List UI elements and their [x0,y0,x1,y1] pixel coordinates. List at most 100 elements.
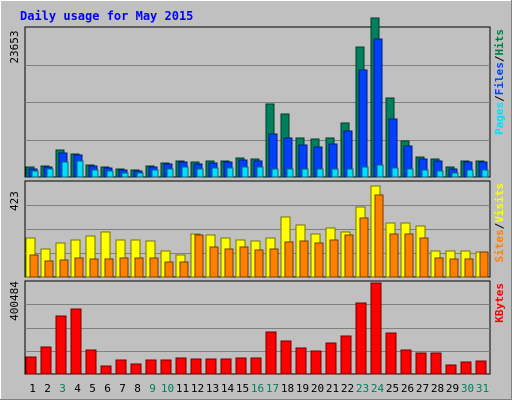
bar-pages-day-25 [391,167,399,178]
day-label-7: 7 [119,382,126,395]
bar-sites-day-24 [374,194,384,278]
bar-kbytes-day-22 [340,335,352,375]
bar-pages-day-12 [196,168,204,178]
legend-kbytes: KBytes [493,283,506,323]
bar-kbytes-day-10 [160,359,172,375]
panel-2: 423 Sites/Visits [8,180,506,278]
day-label-2: 2 [44,382,51,395]
bar-pages-day-7 [121,172,129,178]
bar-kbytes-day-26 [400,349,412,375]
bar-sites-day-21 [329,239,339,278]
bar-sites-day-4 [74,257,84,278]
bar-kbytes-day-21 [325,342,337,375]
bar-sites-day-30 [464,258,474,278]
bar-kbytes-day-5 [85,349,97,375]
bar-kbytes-day-31 [475,360,487,375]
bar-pages-day-13 [211,167,219,178]
bar-kbytes-day-1 [25,356,37,375]
bar-pages-day-22 [346,168,354,178]
bar-kbytes-day-28 [430,352,442,375]
panel-3-legend: KBytes [493,283,506,323]
bar-sites-day-11 [179,261,189,278]
bar-pages-day-1 [31,170,39,178]
day-label-23: 23 [356,382,369,395]
day-label-15: 15 [236,382,249,395]
day-label-14: 14 [221,382,235,395]
bar-pages-day-26 [406,168,414,178]
legend-hits: Hits [493,29,506,56]
bar-pages-day-3 [61,161,69,178]
day-label-8: 8 [134,382,141,395]
bar-pages-day-31 [481,169,489,178]
legend-sites: Sites [493,229,506,262]
day-label-28: 28 [431,382,444,395]
panels-layer: 23653Pages/Files/Hits423Sites/Visits4004… [8,17,506,375]
day-label-24: 24 [371,382,385,395]
bar-kbytes-day-9 [145,359,157,375]
bar-sites-day-25 [389,233,399,278]
bar-pages-day-29 [451,172,459,178]
bar-pages-day-20 [316,168,324,178]
bar-sites-day-20 [314,242,324,278]
bar-sites-day-28 [434,257,444,278]
bar-pages-day-10 [166,168,174,178]
day-label-31: 31 [476,382,489,395]
bar-pages-day-9 [151,169,159,178]
bar-kbytes-day-29 [445,364,457,375]
bar-sites-day-1 [29,254,39,278]
day-label-16: 16 [251,382,264,395]
panel-3-max-label: 400484 [8,281,21,321]
bar-kbytes-day-15 [235,357,247,375]
bar-kbytes-day-20 [310,350,322,375]
legend-separator: / [493,55,506,62]
bar-pages-day-8 [136,172,144,178]
day-label-13: 13 [206,382,219,395]
bar-sites-day-12 [194,234,204,278]
day-label-27: 27 [416,382,429,395]
bar-kbytes-day-6 [100,365,112,375]
bar-kbytes-day-27 [415,352,427,375]
bar-files-day-24 [373,38,383,178]
day-label-4: 4 [74,382,81,395]
day-label-12: 12 [191,382,204,395]
day-label-20: 20 [311,382,324,395]
day-label-3: 3 [59,382,66,395]
day-label-26: 26 [401,382,414,395]
bar-pages-day-18 [286,168,294,178]
legend-pages: Pages [493,102,506,135]
bar-sites-day-19 [299,240,309,278]
bar-kbytes-day-3 [55,315,67,375]
bar-kbytes-day-13 [205,358,217,375]
legend-separator: / [493,95,506,102]
bar-pages-day-27 [421,169,429,178]
bar-kbytes-day-24 [370,282,382,375]
legend-files: Files [493,62,506,95]
bar-sites-day-15 [239,246,249,278]
bar-files-day-23 [358,69,368,178]
bar-kbytes-day-12 [190,358,202,375]
bar-sites-day-18 [284,241,294,278]
day-label-29: 29 [446,382,459,395]
bar-sites-day-6 [104,258,114,278]
panel-3: 400484 KBytes [8,280,506,375]
day-label-19: 19 [296,382,309,395]
bar-kbytes-day-25 [385,332,397,375]
bar-pages-day-2 [46,168,54,178]
bar-pages-day-5 [91,169,99,178]
bar-pages-day-19 [301,168,309,178]
bar-kbytes-day-23 [355,302,367,375]
day-labels: 1 2 3 4 5 6 7 8 9 10 11 12 13 14 15 16 17 18 19 20 21 22 23 24 2… [29,382,489,395]
panel-1-legend: Pages/Files/Hits [493,29,506,135]
day-label-21: 21 [326,382,339,395]
bar-sites-day-22 [344,234,354,278]
bar-pages-day-11 [181,166,189,178]
panel-2-max-label: 423 [8,191,21,211]
bar-pages-day-14 [226,167,234,178]
day-label-11: 11 [176,382,189,395]
bar-sites-day-31 [479,251,489,278]
bar-sites-day-5 [89,258,99,278]
day-label-18: 18 [281,382,294,395]
bar-kbytes-day-14 [220,358,232,375]
